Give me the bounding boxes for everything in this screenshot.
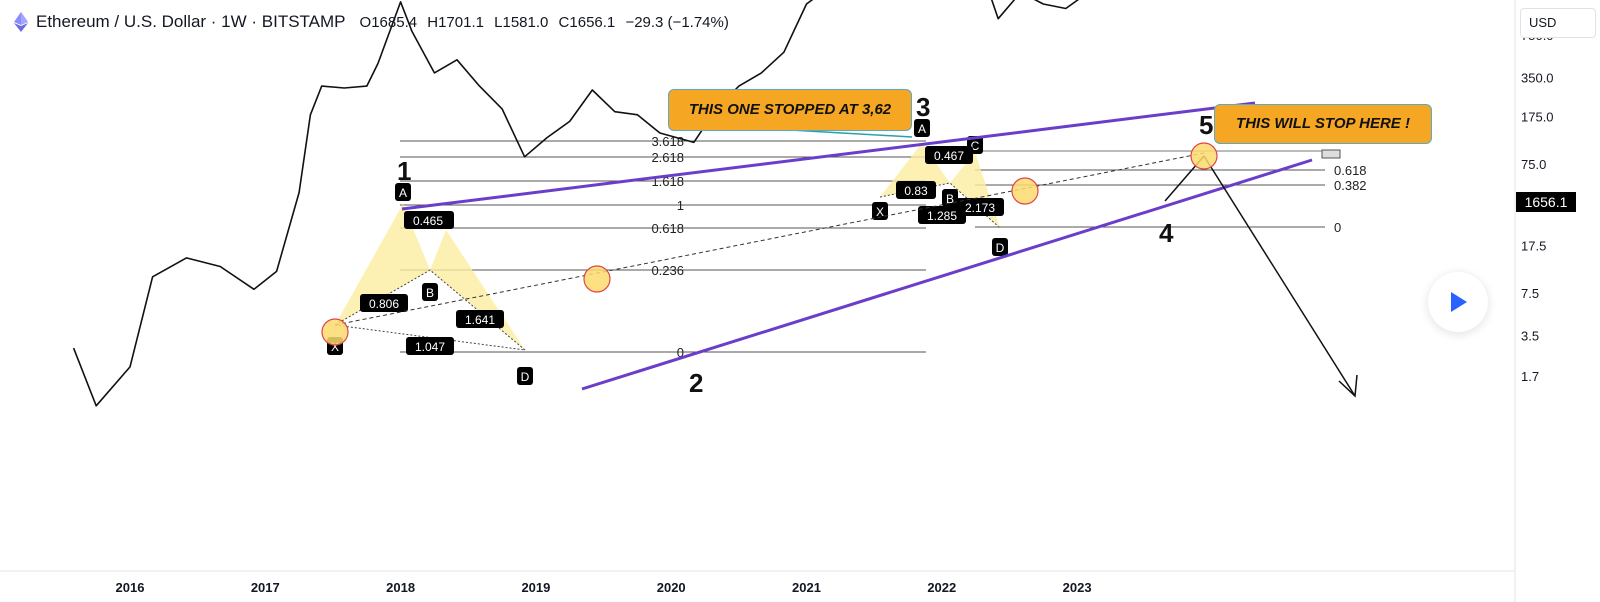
harmonic-point-label-bg [992, 238, 1008, 256]
harmonic-patterns: XABCD0.4650.8061.6411.047XABCD0.4670.831… [327, 119, 1008, 385]
harmonic-ratio-label: 1.641 [465, 313, 495, 327]
x-tick-label: 2020 [657, 580, 686, 595]
y-tick-label: 175.0 [1521, 109, 1554, 124]
fib-level-label: 2.618 [651, 150, 684, 165]
wave-label-1: 1 [397, 156, 412, 186]
harmonic-point-label-bg [872, 202, 888, 220]
harmonic-ratio-label: 2.173 [965, 201, 995, 215]
currency-button[interactable]: USD [1520, 8, 1596, 38]
wave-label-2: 2 [689, 368, 704, 398]
harmonic-point-label-bg [395, 183, 411, 201]
callout-pointer [789, 129, 913, 138]
harmonic-point-label-bg [422, 283, 438, 301]
close-value: C1656.1 [558, 13, 616, 31]
x-tick-label: 2023 [1063, 580, 1092, 595]
y-tick-label: 7.5 [1521, 286, 1539, 301]
open-value: O1685.4 [359, 13, 418, 31]
harmonic-point-label: C [971, 139, 980, 153]
x-tick-label: 2017 [251, 580, 280, 595]
harmonic-point-label: X [331, 340, 339, 354]
highlight-circle [1011, 177, 1039, 205]
harmonic-point-label: A [918, 122, 926, 136]
harmonic-fill [430, 230, 525, 350]
harmonic-ratio-label: 0.806 [369, 297, 399, 311]
price-line [72, 0, 1080, 407]
drawings [334, 101, 1358, 398]
lower-trendline [581, 158, 1313, 391]
x-tick-label: 2022 [927, 580, 956, 595]
harmonic-ratio-label-bg [360, 294, 408, 312]
y-tick-label: 75.0 [1521, 157, 1546, 172]
harmonic-ratio-label-bg [918, 206, 966, 224]
play-button[interactable] [1428, 272, 1488, 332]
projection-arrowhead [1338, 374, 1358, 398]
harmonic-ratio-label: 1.047 [415, 340, 445, 354]
y-tick-label: 1.7 [1521, 369, 1539, 384]
harmonic-ratio-label-bg [896, 181, 936, 199]
harmonic-point-label: D [521, 370, 530, 384]
dashed-trend [334, 152, 1205, 326]
fib-level-label: 1 [677, 198, 684, 213]
harmonic-ratio-label: 0.465 [413, 214, 443, 228]
callout-stopped: THIS ONE STOPPED AT 3,62 [668, 89, 912, 131]
low-value: L1581.0 [494, 13, 549, 31]
harmonic-ratio-label-bg [456, 310, 504, 328]
harmonic-point-label: A [399, 186, 407, 200]
x-tick-label: 2016 [116, 580, 145, 595]
x-axis: 2016 2017 2018 2019 2020 2021 2022 2023 [116, 580, 1092, 595]
fib-level-label: 0 [677, 345, 684, 360]
harmonic-ratio-label: 0.83 [904, 184, 928, 198]
harmonic-point-label: B [946, 192, 954, 206]
harmonic-ratio-label-bg [925, 146, 973, 164]
y-tick-label: 17.5 [1521, 238, 1546, 253]
x-tick-label: 2018 [386, 580, 415, 595]
chart-header: Ethereum / U.S. Dollar · 1W · BITSTAMP O… [12, 8, 735, 36]
highlight-circle [1190, 142, 1218, 170]
wave-label-4: 4 [1159, 218, 1174, 248]
harmonic-point-label: X [876, 205, 884, 219]
fib-level-label: 0.236 [651, 263, 684, 278]
price-series [72, 0, 1080, 407]
ethereum-icon [14, 12, 28, 32]
pattern-markers [321, 142, 1218, 346]
harmonic-fill [335, 204, 430, 325]
ohlc-readout: O1685.4 H1701.1 L1581.0 C1656.1 −29.3 (−… [360, 14, 735, 31]
harmonic-ratio-label-bg [406, 337, 454, 355]
harmonic-point-label-bg [914, 119, 930, 137]
harmonic-point-label: B [426, 286, 434, 300]
x-tick-label: 2019 [521, 580, 550, 595]
fib-level-label: 0.382 [1334, 178, 1367, 193]
y-tick-label: 350.0 [1521, 71, 1554, 86]
symbol-title[interactable]: Ethereum / U.S. Dollar · 1W · BITSTAMP [36, 12, 346, 31]
x-tick-label: 2021 [792, 580, 821, 595]
last-price-tag: 1656.1 [1516, 192, 1576, 212]
harmonic-point-label: D [996, 241, 1005, 255]
harmonic-ratio-label: 1.285 [927, 209, 957, 223]
harmonic-ratio-label-bg [956, 198, 1004, 216]
wave-label-5: 5 [1199, 110, 1214, 140]
highlight-circle [321, 318, 349, 346]
fib-level-label: 0 [1334, 220, 1341, 235]
fib-level-label: 0.618 [1334, 163, 1367, 178]
harmonic-point-label-bg [517, 367, 533, 385]
upper-trendline [401, 101, 1256, 211]
price-range-marker [1321, 149, 1341, 159]
harmonic-ratio-label: 0.467 [934, 149, 964, 163]
high-value: H1701.1 [427, 13, 484, 31]
fib-level-label: 3.618 [651, 134, 684, 149]
fib-level-label: 0.618 [651, 221, 684, 236]
highlight-circle [583, 265, 611, 293]
wave-label-3: 3 [916, 92, 931, 122]
change-value: −29.3 (−1.74%) [625, 13, 729, 31]
callout-will-stop: THIS WILL STOP HERE ! [1214, 104, 1432, 144]
harmonic-ratio-label-bg [404, 211, 452, 229]
y-tick-label: 3.5 [1521, 329, 1539, 344]
projection-line-down [1203, 155, 1356, 397]
play-icon [1451, 292, 1467, 312]
